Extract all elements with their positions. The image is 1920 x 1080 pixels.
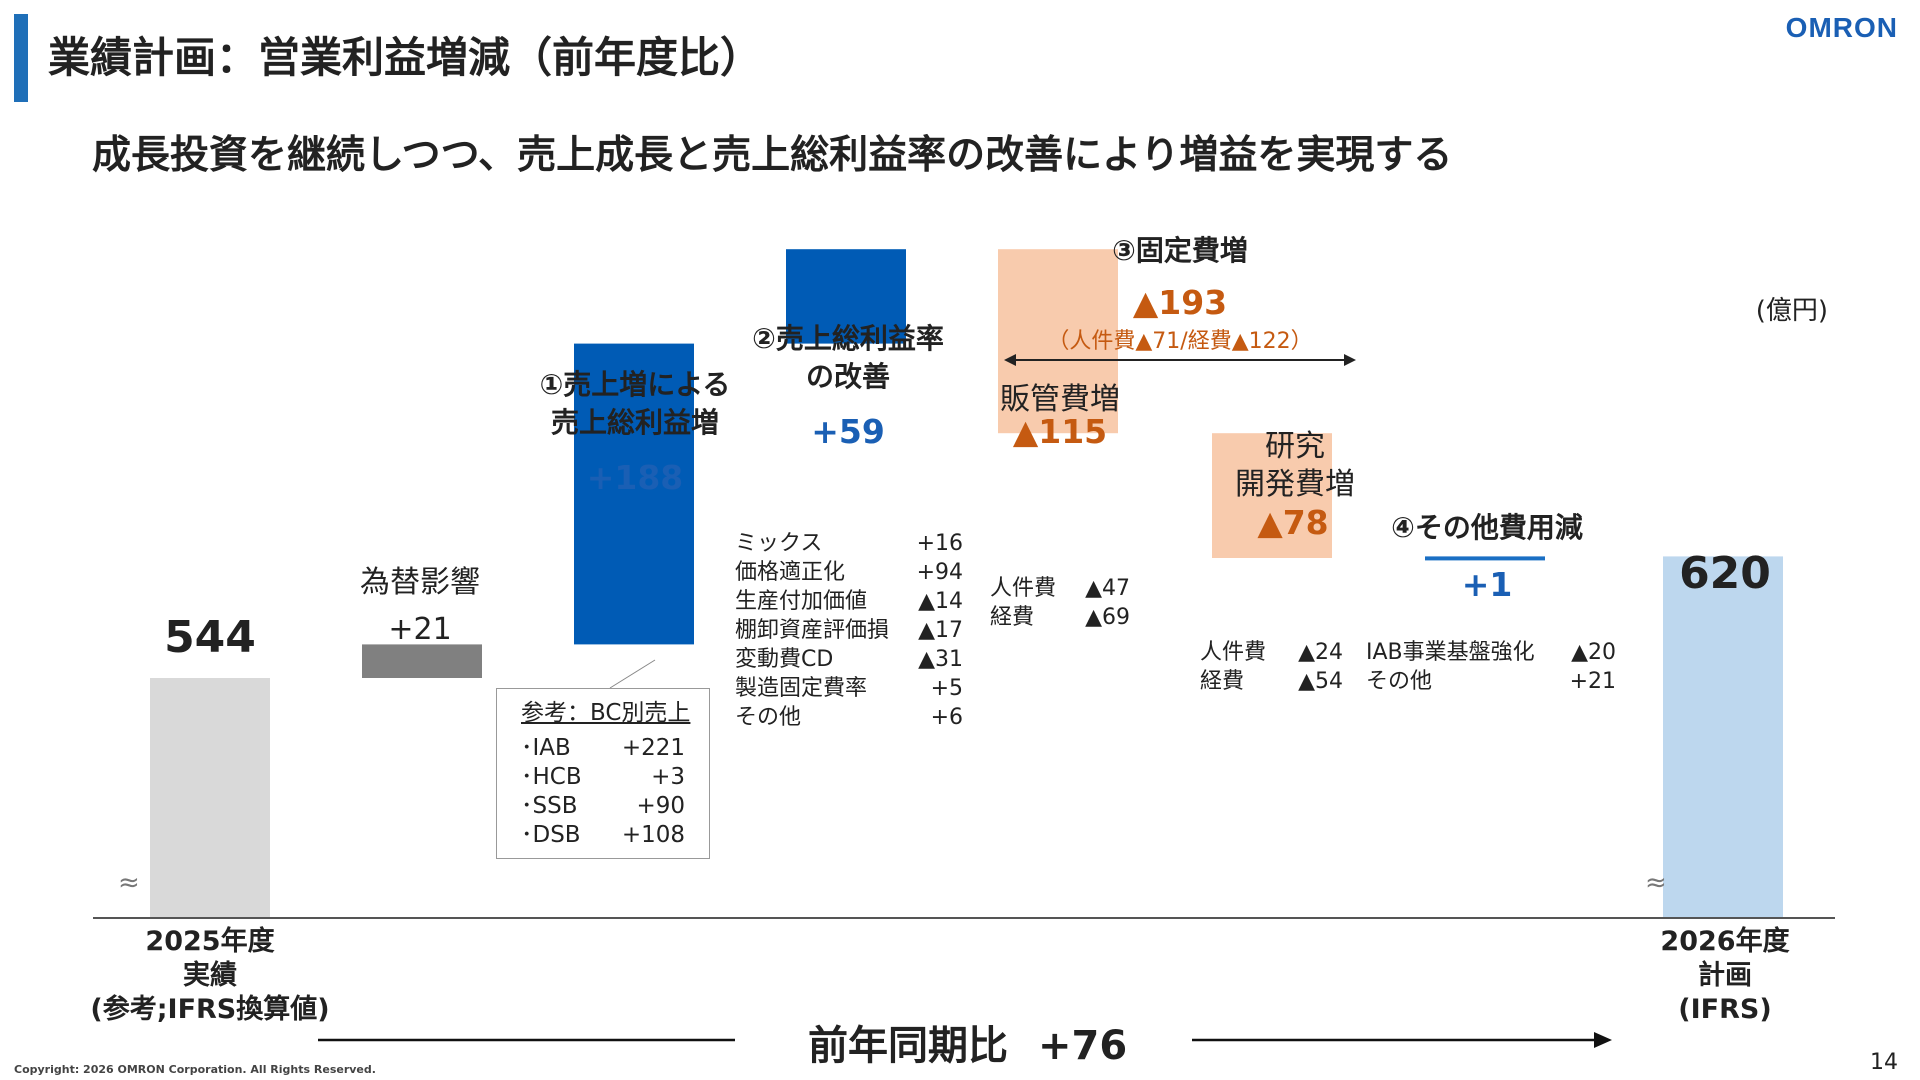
rd-details: 人件費 ▲24 経費 ▲54 bbox=[1200, 638, 1343, 696]
gp-sales-label: ①売上増による 売上総利益増 bbox=[505, 366, 765, 442]
bar-1 bbox=[362, 644, 482, 678]
page-number: 14 bbox=[1870, 1050, 1898, 1075]
unit-label: (億円) bbox=[1755, 296, 1828, 326]
title-accent-bar bbox=[14, 14, 28, 102]
detail-row: 人件費 ▲47 bbox=[990, 576, 1130, 601]
value-label-gp-rate: +59 bbox=[811, 412, 885, 451]
bar-3 bbox=[786, 249, 906, 344]
fixed-cost-title: ③固定費増 bbox=[1112, 234, 1248, 267]
detail-row: 経費 ▲54 bbox=[1200, 669, 1343, 694]
detail-row: 変動費CD ▲31 bbox=[735, 647, 963, 672]
reference-row: ･SSB +90 bbox=[521, 793, 685, 819]
reference-row: ･IAB +221 bbox=[521, 735, 685, 761]
fixed-cost-breakdown: （人件費▲71/経費▲122） bbox=[1047, 329, 1313, 354]
value-label-fx: +21 bbox=[388, 612, 452, 647]
bar-0 bbox=[150, 678, 270, 918]
rd-label: 研究 開発費増 bbox=[1200, 428, 1390, 504]
detail-row: その他 +21 bbox=[1366, 669, 1616, 694]
detail-row: 経費 ▲69 bbox=[990, 605, 1130, 630]
gp-sales-label-line2: 売上総利益増 bbox=[550, 406, 719, 439]
gp-rate-label-line2: の改善 bbox=[805, 360, 890, 393]
gp-rate-label-line1: ②売上総利益率 bbox=[752, 322, 944, 355]
gp-rate-details: ミックス +16 価格適正化 +94 生産付加価値 ▲14 棚卸資産評価損 ▲17 変動… bbox=[735, 529, 963, 732]
sga-label: 販管費増 bbox=[1000, 382, 1120, 417]
page-subtitle: 成長投資を継続しつつ、売上成長と売上総利益率の改善により増益を実現する bbox=[92, 133, 1453, 178]
fixed-cost-total: ▲193 bbox=[1132, 283, 1228, 322]
value-label-end: 620 bbox=[1679, 548, 1771, 599]
detail-row: 棚卸資産評価損 ▲17 bbox=[735, 618, 963, 643]
gp-sales-label-line1: ①売上増による bbox=[539, 368, 731, 401]
end-axis-label-line2: 計画 bbox=[1698, 960, 1752, 991]
bar-5 bbox=[1212, 433, 1332, 558]
bar-7 bbox=[1663, 556, 1783, 918]
value-label-other: +1 bbox=[1461, 565, 1513, 604]
end-axis-label-line3: (IFRS) bbox=[1678, 994, 1772, 1025]
page-title: 業績計画：営業利益増減（前年度比） bbox=[48, 33, 763, 82]
yoy-arrow-head bbox=[1594, 1032, 1612, 1048]
value-label-rd: ▲78 bbox=[1257, 503, 1329, 542]
bar-4 bbox=[998, 249, 1118, 434]
start-axis-label-line1: 2025年度 bbox=[145, 926, 275, 957]
yoy-label-value: +76 bbox=[1038, 1023, 1128, 1069]
yoy-label-text: 前年同期比 bbox=[808, 1023, 1008, 1069]
value-label-gp-sales: +188 bbox=[586, 458, 684, 497]
other-cost-label: ④その他費用減 bbox=[1391, 511, 1583, 544]
yoy-label: 前年同期比 +76 bbox=[808, 1013, 1127, 1071]
reference-box: 参考：BC別売上 ･IAB +221 ･HCB +3 ･SSB +90 ･DSB +10… bbox=[496, 688, 710, 859]
axis-break-mark-right: ≈ bbox=[1645, 868, 1667, 898]
copyright-text: Copyright: 2026 OMRON Corporation. All R… bbox=[14, 1063, 376, 1076]
start-axis-label-line2: 実績 bbox=[183, 960, 237, 991]
bar-2 bbox=[574, 343, 694, 645]
bar-6 bbox=[1425, 556, 1545, 561]
detail-row: ミックス +16 bbox=[735, 531, 963, 556]
fixed-cost-arrow-right-head bbox=[1344, 354, 1356, 366]
detail-row: 生産付加価値 ▲14 bbox=[735, 589, 963, 614]
reference-leader-line bbox=[609, 659, 656, 689]
rd-label-line1: 研究 bbox=[1265, 429, 1325, 464]
detail-row: 人件費 ▲24 bbox=[1200, 640, 1343, 665]
reference-row: ･HCB +3 bbox=[521, 764, 685, 790]
rd-label-line2: 開発費増 bbox=[1235, 467, 1355, 502]
axis-break-mark-left: ≈ bbox=[118, 868, 140, 898]
start-axis-label-line3: (参考;IFRS換算値) bbox=[90, 994, 330, 1025]
fx-label: 為替影響 bbox=[360, 565, 480, 600]
omron-logo: OMRON bbox=[1785, 12, 1898, 43]
end-axis-label-line1: 2026年度 bbox=[1660, 926, 1790, 957]
value-label-start: 544 bbox=[164, 612, 256, 663]
gp-rate-label: ②売上総利益率 の改善 bbox=[718, 320, 978, 396]
end-axis-label: 2026年度 計画 (IFRS) bbox=[1575, 925, 1875, 1027]
value-label-sga: ▲115 bbox=[1012, 412, 1108, 451]
detail-row: 価格適正化 +94 bbox=[735, 560, 963, 585]
detail-row: 製造固定費率 +5 bbox=[735, 676, 963, 701]
reference-box-title: 参考：BC別売上 bbox=[521, 700, 691, 726]
other-details: IAB事業基盤強化 ▲20 その他 +21 bbox=[1366, 638, 1616, 696]
sga-details: 人件費 ▲47 経費 ▲69 bbox=[990, 574, 1130, 632]
reference-row: ･DSB +108 bbox=[521, 822, 685, 848]
detail-row: IAB事業基盤強化 ▲20 bbox=[1366, 640, 1616, 665]
fixed-cost-arrow-left-head bbox=[1004, 354, 1016, 366]
start-axis-label: 2025年度 実績 (参考;IFRS換算値) bbox=[60, 925, 360, 1027]
detail-row: その他 +6 bbox=[735, 705, 963, 730]
